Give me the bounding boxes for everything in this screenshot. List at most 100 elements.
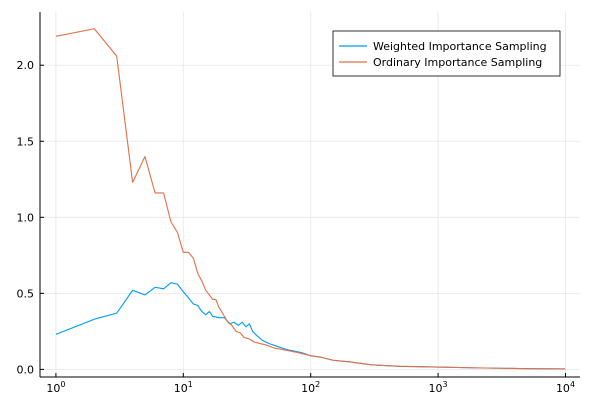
data-point: [182, 291, 184, 293]
x-tick-exponent: 4: [570, 380, 575, 389]
data-point: [437, 366, 439, 368]
data-point: [370, 364, 372, 366]
data-point: [197, 304, 199, 306]
series-lines: [55, 28, 566, 370]
x-tick-exponent: 0: [60, 380, 65, 389]
data-point: [526, 367, 528, 369]
data-point: [170, 221, 172, 223]
data-point: [248, 323, 250, 325]
data-point: [176, 231, 178, 233]
data-point: [218, 316, 220, 318]
data-point: [182, 251, 184, 253]
x-tick-base: 10: [556, 382, 570, 395]
data-point: [564, 368, 566, 370]
data-point: [93, 28, 95, 30]
data-point: [310, 355, 312, 357]
data-point: [256, 335, 258, 337]
y-tick-label: 2.0: [17, 59, 35, 72]
series-group: [55, 28, 566, 370]
data-point: [237, 324, 239, 326]
data-point: [162, 288, 164, 290]
data-point: [205, 313, 207, 315]
data-point: [162, 192, 164, 194]
data-point: [197, 272, 199, 274]
data-point: [243, 336, 245, 338]
x-tick-exponent: 3: [443, 380, 448, 389]
data-point: [320, 356, 322, 358]
data-point: [211, 315, 213, 317]
data-point: [187, 297, 189, 299]
data-point: [192, 303, 194, 305]
x-tick-base: 10: [174, 382, 188, 395]
data-point: [208, 294, 210, 296]
y-tick-label: 0.0: [17, 363, 35, 376]
y-tick-label: 0.5: [17, 287, 35, 300]
data-point: [187, 251, 189, 253]
data-point: [241, 321, 243, 323]
data-point: [208, 310, 210, 312]
data-point: [262, 339, 264, 341]
data-point: [253, 341, 255, 343]
x-tick-label: 104: [556, 380, 575, 395]
x-tick-base: 10: [46, 382, 60, 395]
data-point: [154, 286, 156, 288]
y-tick-label: 1.5: [17, 135, 35, 148]
data-point: [231, 324, 233, 326]
x-tick-label: 102: [301, 380, 320, 395]
x-tick-exponent: 1: [188, 380, 193, 389]
data-point: [475, 367, 477, 369]
data-point: [233, 321, 235, 323]
y-tick-label: 1.0: [17, 211, 35, 224]
data-point: [144, 294, 146, 296]
data-point: [348, 361, 350, 363]
x-tick-label: 103: [429, 380, 448, 395]
data-point: [276, 345, 278, 347]
data-point: [201, 310, 203, 312]
data-point: [332, 359, 334, 361]
x-tick-base: 10: [301, 382, 315, 395]
data-point: [192, 257, 194, 259]
data-point: [176, 283, 178, 285]
data-point: [115, 312, 117, 314]
data-point: [93, 318, 95, 320]
legend: Weighted Importance Sampling Ordinary Imp…: [332, 30, 561, 77]
data-point: [115, 55, 117, 57]
data-point: [235, 330, 237, 332]
legend-label: Ordinary Importance Sampling: [373, 56, 542, 69]
data-point: [201, 280, 203, 282]
data-point: [265, 344, 267, 346]
data-point: [399, 365, 401, 367]
x-tick-label: 100: [46, 380, 65, 395]
data-point: [55, 35, 57, 37]
data-point: [154, 192, 156, 194]
x-tick-exponent: 2: [315, 380, 320, 389]
data-point: [144, 155, 146, 157]
data-point: [226, 320, 228, 322]
series-line: [55, 28, 566, 370]
x-tick-label: 101: [174, 380, 193, 395]
data-point: [245, 326, 247, 328]
data-point: [55, 333, 57, 335]
x-tick-base: 10: [429, 382, 443, 395]
data-point: [131, 289, 133, 291]
data-point: [170, 282, 172, 284]
data-point: [211, 298, 213, 300]
legend-label: Weighted Importance Sampling: [373, 40, 547, 53]
data-point: [297, 351, 299, 353]
data-point: [268, 342, 270, 344]
data-point: [281, 348, 283, 350]
data-point: [239, 332, 241, 334]
data-point: [218, 306, 220, 308]
data-point: [205, 289, 207, 291]
data-point: [220, 310, 222, 312]
data-point: [215, 298, 217, 300]
legend-box: [332, 30, 561, 77]
data-point: [290, 350, 292, 352]
data-point: [251, 330, 253, 332]
data-point: [248, 338, 250, 340]
data-point: [273, 347, 275, 349]
data-point: [259, 342, 261, 344]
